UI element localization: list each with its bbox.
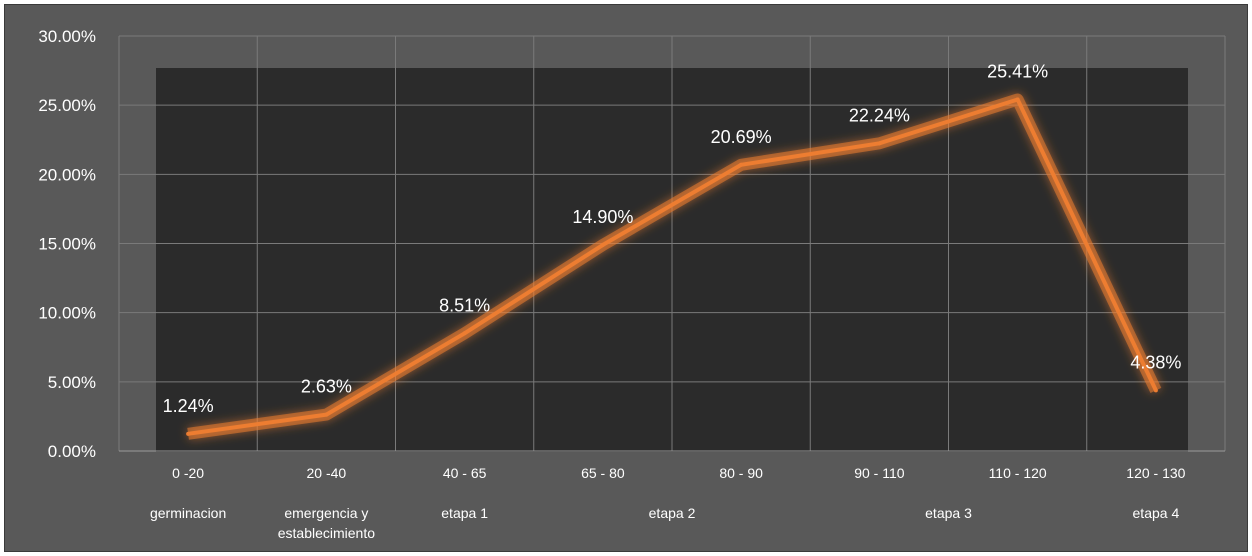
x-category-label: 65 - 80 [581,465,625,481]
y-tick-label: 0.00% [48,442,96,461]
data-point [186,431,191,436]
data-label: 22.24% [849,105,910,125]
x-category-label: 90 - 110 [854,465,905,481]
data-label: 14.90% [572,207,633,227]
x-category-label: 20 -40 [307,465,347,481]
y-tick-label: 15.00% [38,235,96,254]
y-tick-label: 10.00% [38,304,96,323]
x-category-label: 80 - 90 [719,465,763,481]
data-label: 8.51% [439,295,490,315]
data-label: 20.69% [711,127,772,147]
x-group-label: etapa 3 [925,505,972,521]
data-label: 2.63% [301,377,352,397]
data-point [739,162,744,167]
data-point [600,242,605,247]
y-tick-label: 5.00% [48,373,96,392]
x-category-label: 0 -20 [172,465,204,481]
data-point [1015,97,1020,102]
x-category-label: 110 - 120 [989,465,1047,481]
series-line [187,97,1158,436]
x-group-label: germinacion [150,505,226,521]
y-tick-label: 25.00% [38,96,96,115]
x-category-label: 120 - 130 [1126,465,1185,481]
x-category-label: 40 - 65 [443,465,487,481]
data-label: 25.41% [987,61,1048,81]
data-label: 4.38% [1130,352,1181,372]
x-group-label: etapa 2 [649,505,696,521]
x-group-label: etapa 1 [441,505,488,521]
data-point [877,141,882,146]
x-group-label: establecimiento [278,525,375,541]
data-point [1153,388,1158,393]
y-tick-label: 30.00% [38,27,96,46]
y-tick-label: 20.00% [38,165,96,184]
x-group-label: emergencia y [284,505,368,521]
data-point [324,412,329,417]
x-group-label: etapa 4 [1133,505,1180,521]
data-point [462,331,467,336]
data-label: 1.24% [163,396,214,416]
